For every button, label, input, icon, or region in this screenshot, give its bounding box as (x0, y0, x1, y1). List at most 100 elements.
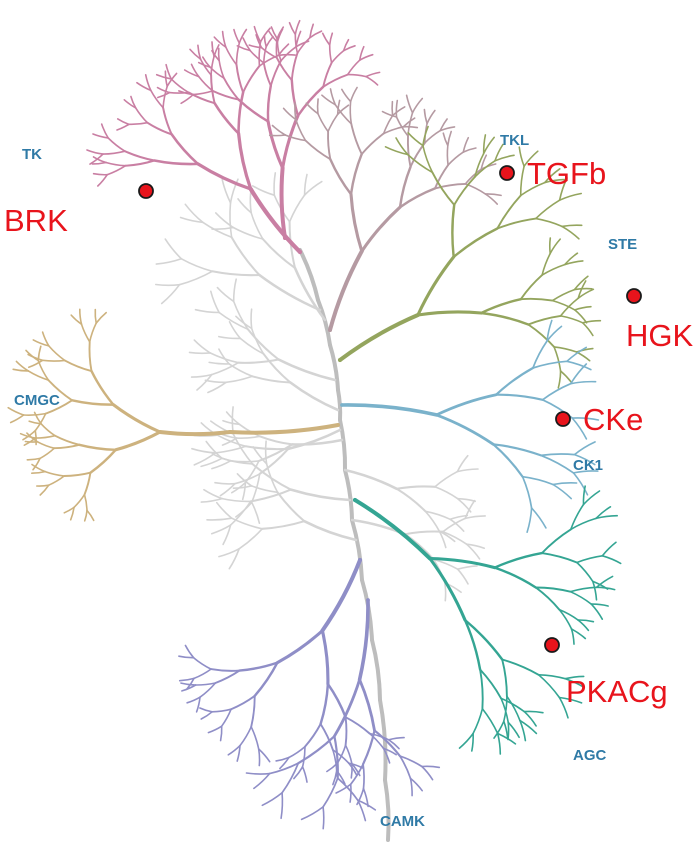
branch-tk (225, 46, 238, 66)
other-branch (456, 565, 478, 570)
other-branch (288, 194, 306, 223)
branch-camk (185, 677, 195, 691)
other-branch (211, 226, 235, 230)
branch-agc (506, 695, 521, 722)
branch-ck1 (573, 441, 596, 456)
branch-cmgc (83, 509, 88, 522)
branch-agc (493, 720, 505, 739)
branch-tk (192, 90, 214, 96)
branch-ste (581, 319, 602, 324)
branch-ste (479, 311, 530, 326)
branch-tk (197, 44, 202, 60)
branch-camk (409, 777, 413, 797)
branch-camk (268, 762, 300, 775)
branch-tkl (349, 86, 358, 103)
other-branch (211, 460, 232, 470)
other-branch (434, 486, 459, 500)
branch-camk (293, 766, 304, 780)
branch-tk (162, 85, 168, 109)
branch-tkl (434, 182, 467, 190)
other-branch (289, 488, 352, 502)
other-branch (250, 501, 261, 524)
trunk-branch (298, 248, 320, 302)
trunk-branch (338, 418, 348, 472)
branch-camk (297, 735, 336, 765)
trunk-branch (350, 518, 364, 582)
branch-ste (407, 132, 424, 147)
branch-tk (235, 42, 241, 66)
branch-agc (463, 618, 482, 671)
other-branch (214, 445, 247, 454)
branch-ste (575, 351, 591, 362)
branch-cmgc (40, 423, 56, 437)
branch-tk (146, 121, 173, 136)
branch-cmgc (44, 399, 74, 415)
branch-ste (479, 297, 523, 315)
other-branch (244, 445, 290, 451)
branch-agc (582, 490, 601, 506)
other-branch (261, 237, 297, 270)
branch-tkl (434, 164, 450, 190)
branch-ste (422, 144, 434, 174)
branch-ste (551, 288, 576, 302)
branch-ste (541, 263, 566, 276)
branch-tk (346, 73, 367, 78)
branch-camk (319, 723, 334, 751)
branch-tk (165, 63, 172, 80)
branch-agc (500, 697, 509, 724)
branch-agc (564, 675, 585, 680)
branch-cmgc (34, 412, 47, 432)
branch-tk (358, 45, 365, 61)
branch-tk (157, 91, 171, 99)
branch-ck1 (571, 417, 600, 421)
group-label-ste: STE (608, 236, 637, 253)
branch-camk (344, 716, 348, 747)
marker-hgk (626, 288, 642, 304)
branch-tkl (295, 118, 307, 142)
branch-agc (503, 695, 508, 723)
branch-agc (537, 674, 561, 699)
branch-camk (180, 682, 197, 686)
branch-agc (503, 720, 509, 739)
branch-tkl (282, 107, 297, 121)
branch-cmgc (28, 359, 44, 369)
branch-camk (275, 756, 290, 762)
branch-ck1 (495, 393, 544, 401)
branch-tk (248, 44, 263, 49)
branch-cmgc (228, 423, 340, 435)
other-branch (258, 273, 322, 312)
branch-cmgc (39, 447, 56, 460)
branch-ck1 (521, 475, 554, 486)
branch-cmgc (90, 369, 115, 406)
branch-agc (496, 732, 517, 745)
branch-tk (309, 23, 314, 39)
branch-cmgc (53, 443, 81, 450)
other-branch (184, 203, 204, 224)
branch-camk (421, 765, 434, 781)
branch-ste (494, 154, 515, 162)
branch-ck1 (530, 507, 547, 529)
branch-ste (551, 299, 576, 311)
other-branch (232, 226, 264, 240)
branch-camk (239, 726, 252, 747)
branch-camk (335, 783, 352, 794)
branch-tk (190, 63, 200, 78)
branch-tk (322, 73, 349, 88)
other-branch (395, 487, 427, 513)
branch-camk (253, 772, 271, 790)
branch-tk (296, 36, 311, 54)
branch-tkl (391, 100, 394, 117)
other-branch (221, 457, 254, 465)
other-branch (442, 517, 466, 533)
branch-ste (577, 288, 595, 299)
branch-agc (479, 668, 484, 710)
branch-camk (362, 729, 376, 766)
other-branch (238, 528, 263, 550)
other-branch (232, 300, 249, 331)
branch-cmgc (88, 322, 97, 343)
other-branch (456, 454, 469, 473)
branch-ste (494, 143, 504, 162)
other-branch (211, 270, 261, 277)
branch-ck1 (569, 363, 588, 385)
branch-tk (288, 21, 297, 36)
